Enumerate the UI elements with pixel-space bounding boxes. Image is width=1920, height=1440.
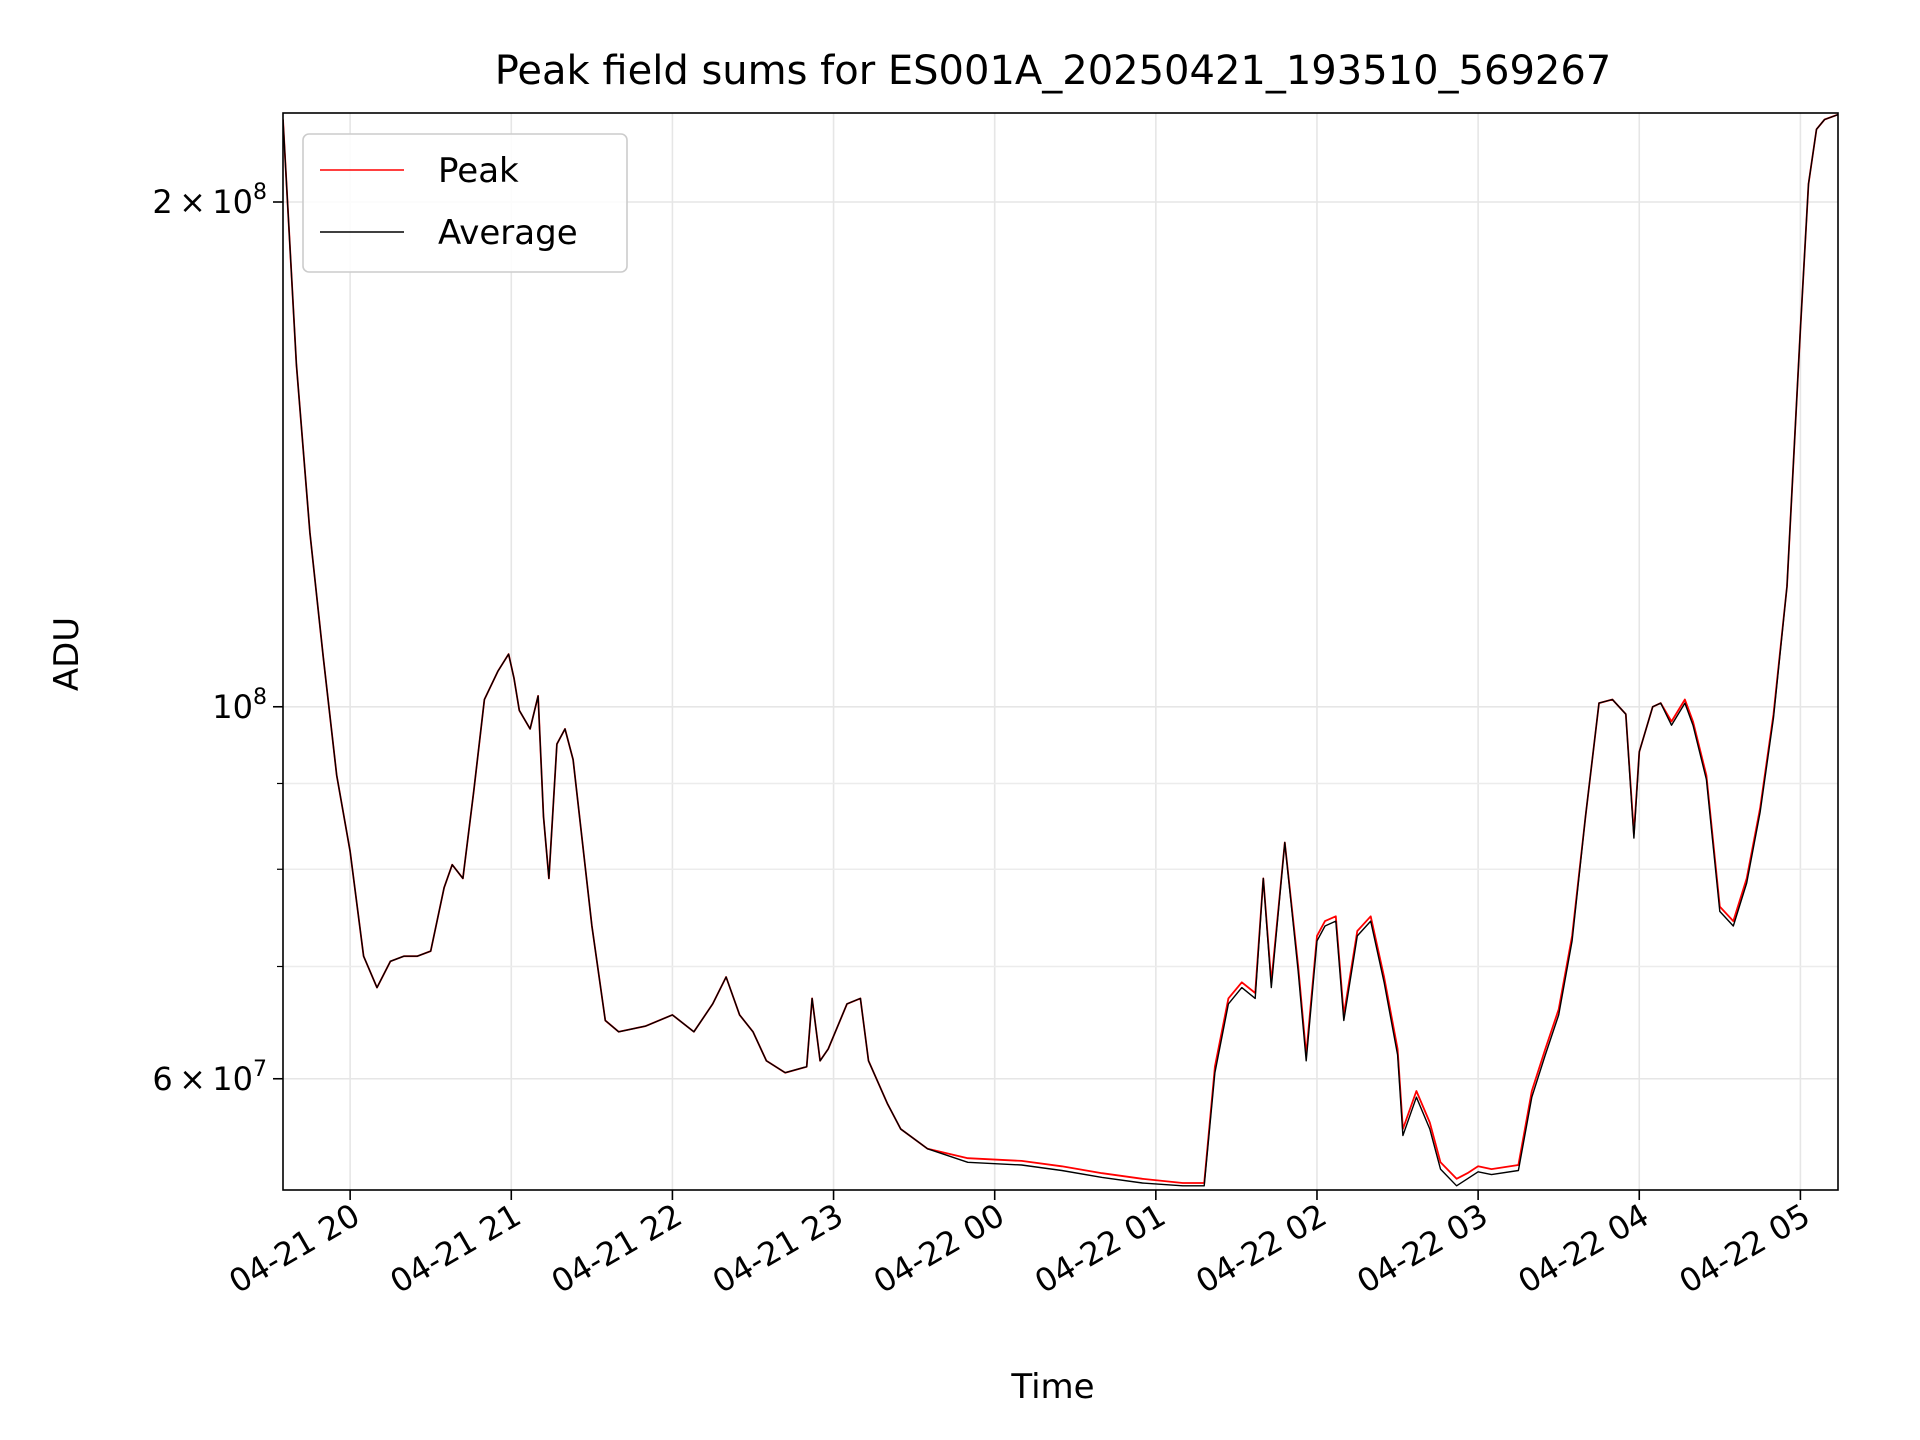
- y-tick-label: 108: [212, 685, 267, 726]
- y-axis-label: ADU: [47, 617, 87, 691]
- x-tick-label: 04-22 02: [1189, 1196, 1333, 1301]
- legend-box: [302, 133, 628, 273]
- gridlines: [283, 113, 1838, 1190]
- y-axis-ticks: 2 × 108 108 6 × 107: [152, 180, 283, 1098]
- x-tick-label: 04-22 03: [1351, 1196, 1495, 1301]
- legend: Peak Average: [302, 133, 628, 273]
- x-tick-label: 04-22 04: [1512, 1196, 1656, 1301]
- legend-label-peak: Peak: [438, 151, 519, 191]
- series-lines: [283, 113, 1838, 1187]
- x-tick-label: 04-21 20: [223, 1196, 367, 1301]
- x-axis-ticks: 04-21 20 04-21 21 04-21 22 04-21 23 04-22 00…: [223, 1190, 1817, 1301]
- x-tick-label: 04-21 23: [706, 1196, 850, 1301]
- x-tick-label: 04-22 05: [1673, 1196, 1817, 1301]
- legend-label-average: Average: [438, 213, 578, 253]
- x-tick-label: 04-22 01: [1028, 1196, 1172, 1301]
- series-line-average: [283, 113, 1838, 1187]
- x-axis-label: Time: [1010, 1367, 1094, 1407]
- y-tick-label: 2 × 108: [152, 180, 267, 221]
- plot-frame: [282, 112, 1839, 1191]
- x-tick-label: 04-22 00: [867, 1196, 1011, 1301]
- y-tick-label: 6 × 107: [152, 1057, 267, 1098]
- x-tick-label: 04-21 21: [384, 1196, 528, 1301]
- x-tick-label: 04-21 22: [545, 1196, 689, 1301]
- series-line-peak: [283, 113, 1838, 1184]
- chart-title: Peak field sums for ES001A_20250421_1935…: [495, 48, 1612, 94]
